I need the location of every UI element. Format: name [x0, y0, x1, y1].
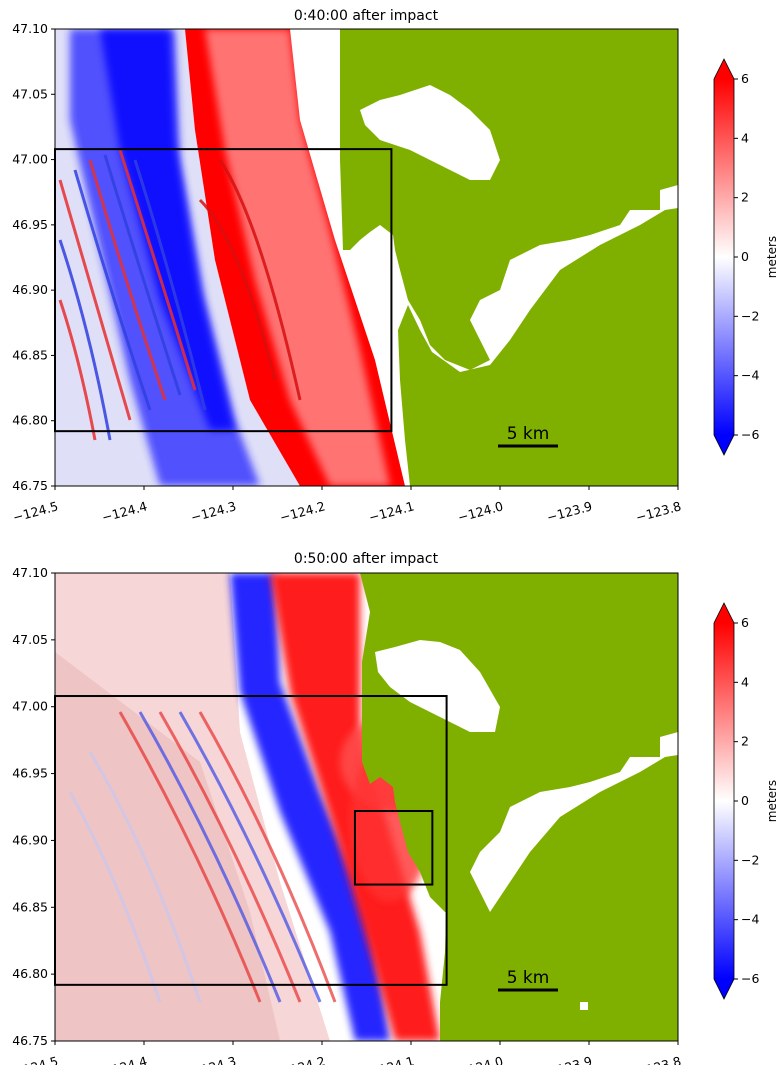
colorbar: −6 −4 −2 0 2 4 6 meters: [713, 602, 779, 1000]
scale-bar: 5 km: [498, 424, 558, 448]
y-tick-label: 46.95: [12, 217, 48, 232]
x-tick-label: −124.3: [189, 1053, 238, 1065]
colorbar-body: [714, 623, 734, 979]
x-tick-label: −124.2: [278, 498, 327, 524]
colorbar-tick-label: 6: [741, 71, 749, 86]
y-tick-label: 46.90: [12, 282, 48, 297]
y-axis: 46.75 46.80 46.85 46.90 46.95 47.00 47.05 47.10: [12, 21, 55, 493]
x-axis: −124.5 −124.4 −124.3 −124.2 −124.1 −124.0 −123…: [11, 1041, 683, 1065]
colorbar-tick-label: 6: [741, 615, 749, 630]
colorbar-tick-label: −2: [741, 308, 759, 323]
colorbar-tick-label: 4: [741, 674, 749, 689]
x-tick-label: −124.5: [11, 1053, 60, 1065]
y-tick-label: 46.85: [12, 347, 48, 362]
panel-0-40: 0:40:00 after impact: [11, 8, 779, 525]
y-tick-label: 46.90: [12, 832, 48, 847]
x-tick-label: −124.3: [189, 498, 238, 524]
plot-area: [55, 29, 678, 486]
y-tick-label: 46.80: [12, 966, 48, 981]
colorbar-tick-label: −2: [741, 852, 759, 867]
colorbar: −6 −4 −2 0 2 4 6 meters: [713, 58, 779, 456]
colorbar-label: meters: [765, 236, 779, 278]
plot-title: 0:40:00 after impact: [294, 8, 439, 24]
y-tick-label: 47.10: [12, 565, 48, 580]
x-tick-label: −123.8: [634, 1053, 683, 1065]
wave-field: [55, 29, 405, 486]
panel-0-50: 0:50:00 after impact: [0, 532, 779, 1065]
colorbar-tick-label: 0: [741, 249, 749, 264]
colorbar-label: meters: [765, 780, 779, 822]
chart-svg: 0:40:00 after impact: [11, 8, 779, 525]
colorbar-tick-label: 4: [741, 130, 749, 145]
plot-area: [55, 573, 678, 1041]
land: [340, 29, 678, 486]
scale-bar-label: 5 km: [507, 968, 550, 988]
colorbar-min-arrow: [714, 435, 734, 455]
x-tick-label: −124.0: [456, 498, 505, 524]
x-tick-label: −123.9: [545, 1053, 594, 1065]
x-tick-label: −124.2: [278, 1053, 327, 1065]
y-tick-label: 46.80: [12, 413, 48, 428]
colorbar-tick-label: −4: [741, 368, 759, 383]
colorbar-ticks: −6 −4 −2 0 2 4 6: [734, 615, 759, 986]
x-tick-label: −124.4: [100, 1053, 149, 1065]
colorbar-tick-label: −6: [741, 971, 759, 986]
plot-title: 0:50:00 after impact: [294, 551, 439, 567]
y-axis: 46.75 46.80 46.85 46.90 46.95 47.00 47.05 47.10: [12, 565, 55, 1048]
colorbar-tick-label: −4: [741, 912, 759, 927]
y-tick-label: 46.75: [12, 478, 48, 493]
chart-svg: 0:50:00 after impact: [11, 551, 779, 1065]
colorbar-tick-label: 2: [741, 734, 749, 749]
land: [360, 573, 678, 1041]
ripples: [58, 149, 302, 441]
x-tick-label: −124.4: [100, 498, 149, 524]
x-tick-label: −123.8: [634, 498, 683, 524]
x-axis: −124.5 −124.4 −124.3 −124.2 −124.1 −124.0 −123…: [11, 486, 683, 525]
x-tick-label: −124.5: [11, 498, 60, 524]
y-tick-label: 47.00: [12, 152, 48, 167]
y-tick-label: 46.95: [12, 766, 48, 781]
colorbar-tick-label: 2: [741, 190, 749, 205]
y-tick-label: 46.75: [12, 1033, 48, 1048]
colorbar-body: [714, 79, 734, 435]
x-tick-label: −123.9: [545, 498, 594, 524]
inset-box: [353, 810, 434, 886]
colorbar-ticks: −6 −4 −2 0 2 4 6: [734, 71, 759, 442]
colorbar-max-arrow: [714, 603, 734, 623]
colorbar-max-arrow: [714, 59, 734, 79]
x-tick-label: −124.1: [367, 498, 416, 524]
y-tick-label: 46.85: [12, 899, 48, 914]
y-tick-label: 47.10: [12, 21, 48, 36]
y-tick-label: 47.05: [12, 86, 48, 101]
x-tick-label: −124.0: [456, 1053, 505, 1065]
colorbar-min-arrow: [714, 979, 734, 999]
colorbar-tick-label: 0: [741, 793, 749, 808]
x-tick-label: −124.1: [367, 1053, 416, 1065]
scale-bar: 5 km: [498, 968, 558, 992]
scale-bar-label: 5 km: [507, 424, 550, 444]
ripples: [68, 711, 337, 1003]
y-tick-label: 47.05: [12, 632, 48, 647]
colorbar-tick-label: −6: [741, 427, 759, 442]
y-tick-label: 47.00: [12, 699, 48, 714]
